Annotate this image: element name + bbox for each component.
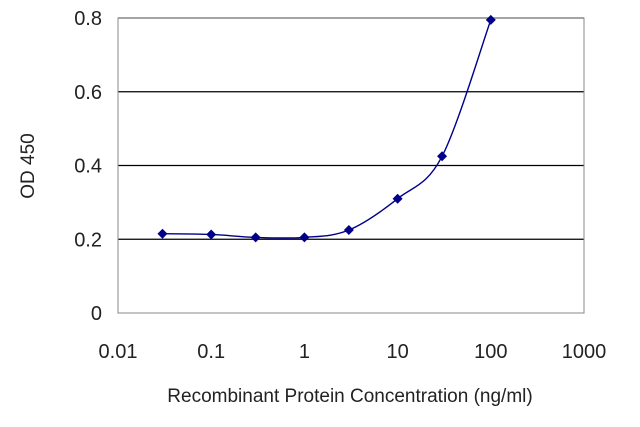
x-tick-label: 0.1 <box>197 341 225 363</box>
y-tick-label: 0.6 <box>74 82 102 104</box>
y-tick-label: 0.4 <box>74 156 102 178</box>
data-point <box>157 228 168 239</box>
x-axis-title: Recombinant Protein Concentration (ng/ml… <box>167 386 532 407</box>
x-tick-label: 0.01 <box>99 341 138 363</box>
y-tick-labels: 0 0.2 0.4 0.6 0.8 <box>74 8 102 325</box>
data-point <box>437 151 448 162</box>
y-tick-label: 0 <box>91 303 102 325</box>
data-point <box>206 229 217 240</box>
x-tick-label: 1 <box>299 341 310 363</box>
data-point <box>250 232 261 243</box>
data-point <box>343 225 354 236</box>
x-tick-labels: 0.01 0.1 1 10 100 1000 <box>99 341 607 363</box>
y-tick-label: 0.2 <box>74 229 102 251</box>
plot-area-border <box>117 17 585 314</box>
series-line <box>162 19 492 239</box>
data-point <box>485 14 496 25</box>
y-axis-title: OD 450 <box>18 133 39 198</box>
data-point <box>392 193 403 204</box>
series-group <box>157 14 496 243</box>
x-tick-label: 1000 <box>562 341 607 363</box>
y-tick-label: 0.8 <box>74 8 102 30</box>
x-tick-label: 10 <box>386 341 408 363</box>
grid-lines <box>118 17 584 240</box>
data-point <box>299 232 310 243</box>
x-tick-label: 100 <box>474 341 507 363</box>
